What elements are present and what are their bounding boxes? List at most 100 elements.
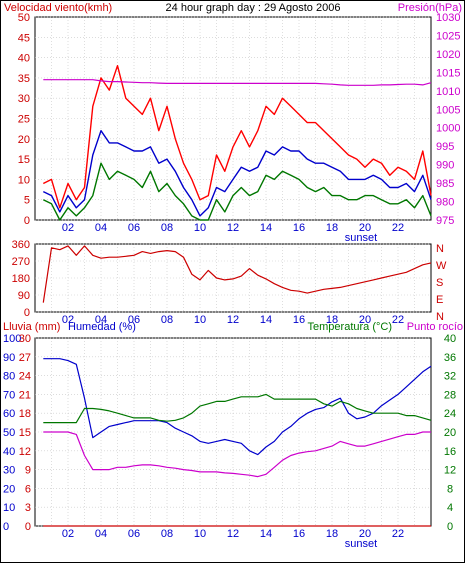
humidity-axis-tick: 90	[3, 352, 15, 364]
speed-axis-tick: 5	[24, 195, 30, 207]
panel1-xtick: 08	[161, 222, 173, 234]
direction-axis-tick: 180	[12, 273, 30, 285]
temperature-axis-tick: 36	[444, 352, 456, 364]
pressure-axis-tick: 1000	[436, 123, 460, 135]
panel2-xtick: 20	[359, 314, 371, 326]
compass-label: N	[436, 243, 444, 255]
speed-title: Velocidad viento(kmh)	[4, 2, 112, 14]
temperature-axis-tick: 12	[444, 465, 456, 477]
humidity-axis-tick: 80	[3, 371, 15, 383]
panel2-xtick: 10	[194, 314, 206, 326]
humidity-axis-tick: 100	[3, 333, 21, 345]
speed-axis-tick: 40	[18, 53, 30, 65]
panel2-xtick: 02	[62, 314, 74, 326]
panel3-xtick: 22	[392, 528, 404, 540]
rain-axis-tick: 12	[19, 446, 31, 458]
panel3-xtick: 18	[326, 528, 338, 540]
compass-label: N	[436, 311, 444, 323]
humidity-axis-tick: 70	[3, 389, 15, 401]
temperature-axis-tick: 16	[444, 446, 456, 458]
speed-axis-tick: 35	[18, 73, 30, 85]
temperature-axis-tick: 32	[444, 371, 456, 383]
panel1-xtick: 06	[128, 222, 140, 234]
direction-axis-tick: 90	[18, 290, 30, 302]
compass-label: W	[436, 260, 447, 272]
panel1-xtick: 16	[293, 222, 305, 234]
pressure-axis-tick: 1025	[436, 30, 460, 42]
humidity-axis-tick: 10	[3, 502, 15, 514]
rain-axis-title: Lluvia (mm)	[3, 321, 60, 333]
panel3-xtick: 16	[293, 528, 305, 540]
humidity-axis-tick: 0	[3, 521, 9, 533]
humidity-axis-tick: 30	[3, 465, 15, 477]
panel3-xtick: 14	[260, 528, 272, 540]
temperature-axis-tick: 20	[444, 427, 456, 439]
pressure-axis-tick: 1030	[436, 12, 460, 24]
speed-axis-tick: 45	[18, 32, 30, 44]
pressure-axis-tick: 985	[436, 178, 454, 190]
temperature-axis-tick: 0	[447, 521, 453, 533]
pressure-axis-tick: 1020	[436, 49, 460, 61]
rain-axis-tick: 24	[19, 371, 31, 383]
temperature-axis-tick: 40	[444, 333, 456, 345]
panel2-xtick: 18	[326, 314, 338, 326]
speed-axis-tick: 10	[18, 174, 30, 186]
pressure-axis-tick: 975	[436, 215, 454, 227]
panel2-xtick: 14	[260, 314, 272, 326]
rain-axis-tick: 9	[25, 465, 31, 477]
rain-axis-tick: 30	[19, 333, 31, 345]
minimum-series-line	[42, 162, 432, 221]
humidity-axis-tick: 40	[3, 446, 15, 458]
panel1-xtick: 22	[392, 222, 404, 234]
temperature-axis-title: Temperatura (°C)	[308, 321, 392, 333]
dewpoint-axis-title: Punto rocío	[407, 321, 463, 333]
direction-series-line	[42, 245, 432, 303]
temperature-axis-tick: 8	[447, 483, 453, 495]
pressure-axis-tick: 995	[436, 141, 454, 153]
panel1-xtick: 12	[227, 222, 239, 234]
humidity-series-line	[43, 358, 432, 456]
panel2-xtick: 04	[95, 314, 107, 326]
direction-axis-tick: 270	[12, 256, 30, 268]
temperature-axis-tick: 24	[444, 408, 456, 420]
speed-axis-tick: 20	[18, 134, 30, 146]
panel3-xtick: 06	[128, 528, 140, 540]
panel1-xtick: 04	[95, 222, 107, 234]
temperature-axis-tick: 28	[444, 389, 456, 401]
panel3-xtick: 12	[227, 528, 239, 540]
pressure-axis-tick: 990	[436, 160, 454, 172]
pressure-title: Presión(hPa)	[398, 2, 462, 14]
panel3-xtick: 04	[95, 528, 107, 540]
compass-label: S	[436, 277, 443, 289]
pressure-axis-tick: 1010	[436, 86, 460, 98]
panel1-xtick: 02	[62, 222, 74, 234]
rain-axis-tick: 3	[25, 502, 31, 514]
panel2-xtick: 12	[227, 314, 239, 326]
dewpoint-series-line	[43, 431, 431, 478]
rain-axis-tick: 21	[19, 389, 31, 401]
pressure-axis-tick: 980	[436, 197, 454, 209]
speed-axis-tick: 0	[24, 215, 30, 227]
wind-speed-pressure-panel: 0510152025303540455097598098599099510001…	[18, 12, 461, 244]
speed-axis-tick: 50	[18, 12, 30, 24]
pressure-axis-tick: 1015	[436, 67, 460, 79]
pressure-series-line	[43, 79, 432, 86]
rain-axis-tick: 18	[19, 408, 31, 420]
speed-axis-tick: 15	[18, 154, 30, 166]
rain-axis-tick: 15	[19, 427, 31, 439]
humidity-axis-tick: 50	[3, 427, 15, 439]
temp-humidity-rain-panel: 0102030405060708090100036912151821242730…	[3, 333, 456, 550]
temperature-axis-tick: 4	[447, 502, 453, 514]
main-title: 24 hour graph day : 29 Agosto 2006	[166, 2, 341, 14]
humidity-axis-tick: 60	[3, 408, 15, 420]
rain-axis-tick: 0	[25, 521, 31, 533]
pressure-axis-tick: 1005	[436, 104, 460, 116]
panel2-xtick: 16	[293, 314, 305, 326]
panel3-xtick: 08	[161, 528, 173, 540]
speed-axis-tick: 25	[18, 114, 30, 126]
panel1-xtick: 20	[359, 222, 371, 234]
humidity-axis-title: Humedad (%)	[68, 321, 136, 333]
panel1-xtick: 10	[194, 222, 206, 234]
